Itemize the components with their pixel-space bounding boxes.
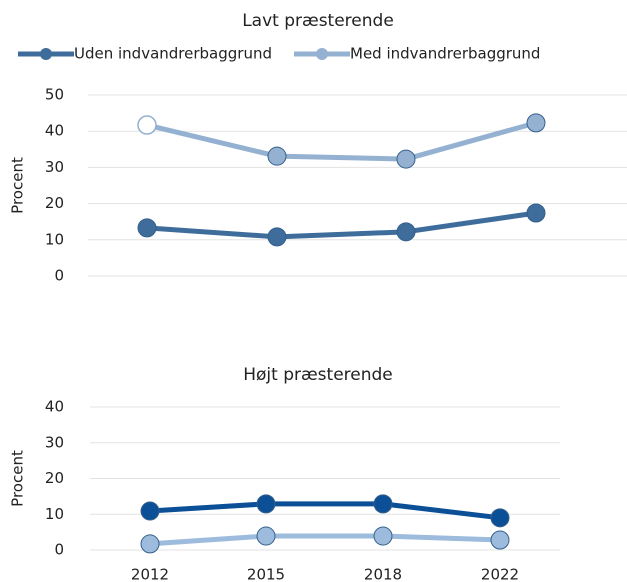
- point: [140, 501, 160, 521]
- point: [373, 526, 393, 546]
- chart-title: Højt præsterende: [243, 365, 393, 385]
- series-line: [149, 501, 501, 521]
- point: [490, 530, 510, 550]
- point: [396, 222, 416, 242]
- legend-label: Med indvandrerbaggrund: [350, 45, 540, 63]
- legend-marker: [316, 48, 328, 60]
- y-tick-label: 0: [54, 541, 64, 559]
- y-tick-label: 0: [54, 267, 64, 285]
- series-line: [149, 533, 501, 547]
- x-tick-label: 2018: [364, 566, 402, 582]
- y-tick-label: 10: [45, 230, 64, 248]
- point: [267, 146, 287, 166]
- point: [137, 218, 157, 238]
- y-tick-label: 20: [45, 469, 64, 487]
- x-tick-label: 2022: [481, 566, 519, 582]
- point: [373, 494, 393, 514]
- y-tick-label: 30: [45, 158, 64, 176]
- y-tick-label: 40: [45, 122, 64, 140]
- y-tick-label: 20: [45, 194, 64, 212]
- point: [526, 113, 546, 133]
- legend-label: Uden indvandrerbaggrund: [74, 45, 272, 63]
- y-tick-label: 10: [45, 505, 64, 523]
- series-line: [146, 210, 537, 240]
- point: [256, 494, 276, 514]
- y-axis-label: Procent: [9, 450, 27, 507]
- point: [267, 227, 287, 247]
- y-tick-label: 50: [45, 86, 64, 104]
- point: [396, 149, 416, 169]
- legend-marker: [40, 48, 52, 60]
- series-line: [146, 120, 537, 162]
- y-tick-label: 40: [45, 398, 64, 416]
- point: [490, 508, 510, 528]
- x-tick-label: 2012: [131, 566, 169, 582]
- point: [526, 203, 546, 223]
- chart-title: Lavt præsterende: [242, 11, 394, 31]
- y-tick-label: 30: [45, 433, 64, 451]
- point: [256, 526, 276, 546]
- x-tick-label: 2015: [247, 566, 285, 582]
- point: [137, 115, 157, 135]
- point: [140, 534, 160, 554]
- y-axis-label: Procent: [9, 157, 27, 214]
